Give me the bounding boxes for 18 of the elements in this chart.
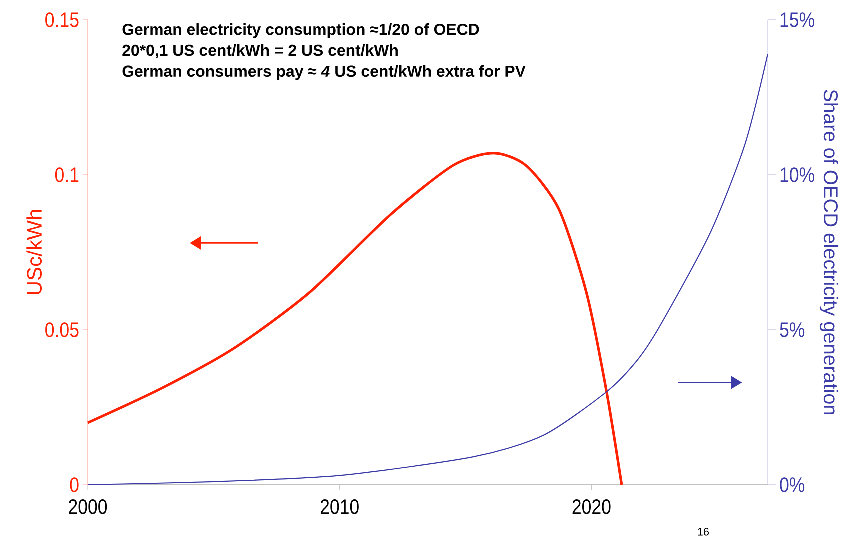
y-tick-label: 0.15 <box>46 12 79 28</box>
y-tick-label: 0.1 <box>55 168 79 182</box>
x-tick-label: 2000 <box>69 500 108 514</box>
annotation: 20*0,1 US cent/kWh = 2 US cent/kWh <box>122 44 398 58</box>
x-tick-label: 2020 <box>572 500 611 514</box>
y2-tick-label: 15% <box>780 12 814 28</box>
text: German consumers pay ≈ 4 US cent/kWh extra for PV <box>122 65 526 80</box>
y2-tick-label: 5% <box>780 322 805 338</box>
y-tick-label: 0 <box>70 478 79 492</box>
y-tick-label: 0.05 <box>46 322 79 338</box>
y2-tick-label: 0% <box>780 478 805 492</box>
line-series <box>86 152 624 486</box>
y2-axis-title: Share of OECD electricity generation <box>820 90 839 414</box>
y2-tick-label: 10% <box>780 168 814 182</box>
y-axis-title: USc/kWh <box>26 210 42 294</box>
text: 16 <box>698 528 710 536</box>
x-tick-label: 2010 <box>320 500 359 514</box>
annotation: German electricity consumption ≈1/20 of OECD <box>122 24 480 38</box>
